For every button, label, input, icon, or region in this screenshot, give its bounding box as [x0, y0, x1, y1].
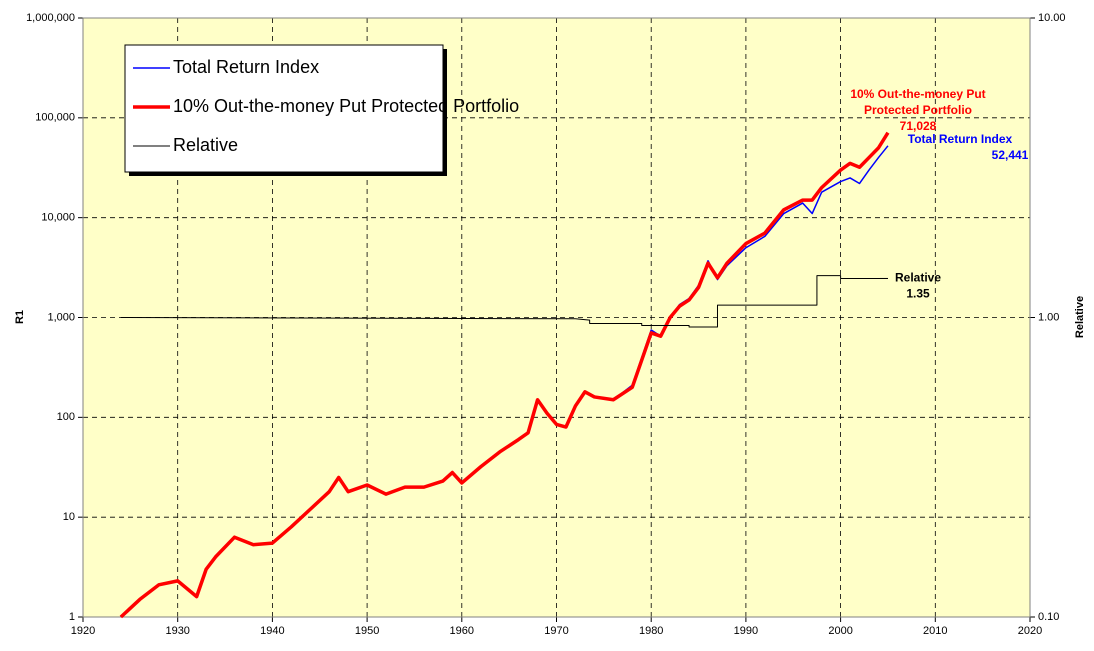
y-tick-label: 1: [69, 611, 75, 623]
y-axis-title: R1: [14, 310, 26, 324]
y-tick-label: 10: [63, 511, 75, 523]
legend-label: Relative: [173, 135, 238, 155]
x-tick-label: 1960: [450, 625, 474, 637]
legend-label: Total Return Index: [173, 57, 319, 77]
y2-tick-label: 0.10: [1038, 611, 1059, 623]
plot-border: [82, 17, 1031, 618]
annotation-value: 1.35: [906, 287, 930, 301]
x-tick-label: 1930: [165, 625, 189, 637]
y-tick-label: 100: [57, 411, 75, 423]
y2-axis-title: Relative: [1074, 296, 1086, 338]
annotation-value: 71,028: [900, 119, 937, 133]
x-tick-label: 1980: [639, 625, 663, 637]
y-tick-label: 1,000: [47, 311, 75, 323]
annotation-text: Total Return Index: [908, 132, 1013, 146]
y2-tick-label: 10.00: [1038, 12, 1066, 24]
y-tick-label: 1,000,000: [26, 12, 75, 24]
x-tick-label: 2000: [828, 625, 852, 637]
x-tick-label: 1950: [355, 625, 379, 637]
legend-label: 10% Out-the-money Put Protected Portfoli…: [173, 96, 519, 116]
series-line: [120, 275, 888, 328]
x-tick-label: 1990: [734, 625, 758, 637]
y-tick-label: 10,000: [41, 212, 75, 224]
y-tick-label: 100,000: [35, 112, 75, 124]
series-line: [119, 131, 890, 619]
x-tick-label: 1920: [71, 625, 95, 637]
legend-box: [124, 44, 444, 173]
x-tick-label: 1970: [544, 625, 568, 637]
x-tick-label: 2010: [923, 625, 947, 637]
annotation-text: Protected Portfolio: [864, 103, 972, 117]
annotation-text: Relative: [895, 271, 941, 285]
legend: Total Return Index 10% Out-the-money Put …: [124, 44, 519, 176]
y2-tick-label: 1.00: [1038, 311, 1059, 323]
x-tick-label: 2020: [1018, 625, 1042, 637]
annotation-text: 10% Out-the-money Put: [850, 87, 985, 101]
x-tick-label: 1940: [260, 625, 284, 637]
annotation-value: 52,441: [992, 148, 1029, 162]
